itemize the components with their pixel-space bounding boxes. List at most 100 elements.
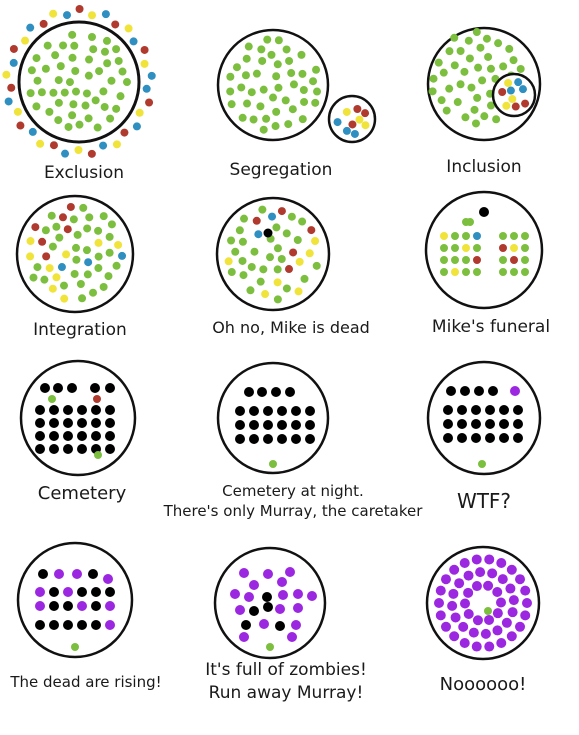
purple-dot — [520, 585, 531, 596]
purple-dot — [434, 598, 444, 608]
black-dot — [35, 405, 45, 415]
purple-dot — [235, 605, 245, 615]
yellow-dot — [36, 139, 45, 148]
blue-dot — [57, 263, 66, 272]
black-dot — [257, 387, 267, 397]
yellow-dot — [140, 59, 149, 68]
black-dot — [275, 621, 285, 631]
green-dot — [259, 265, 268, 274]
red-dot — [87, 149, 96, 158]
green-dot — [89, 288, 98, 297]
circle-boundary — [215, 196, 331, 312]
black-dot — [77, 444, 87, 454]
green-dot — [32, 102, 41, 111]
black-dot — [513, 405, 523, 415]
black-dot — [63, 444, 73, 454]
black-dot — [471, 419, 481, 429]
purple-dot — [287, 632, 297, 642]
caption-line: There's only Murray, the caretaker — [163, 502, 423, 521]
black-dot — [63, 601, 73, 611]
green-dot — [64, 122, 73, 131]
purple-dot — [293, 603, 303, 613]
caption-line: The dead are rising! — [10, 673, 162, 691]
purple-dot — [460, 598, 471, 609]
circle-boundary — [327, 94, 377, 144]
blue-dot — [63, 11, 72, 20]
green-dot — [99, 282, 108, 291]
green-dot — [83, 224, 92, 233]
purple-dot — [293, 589, 303, 599]
yellow-dot — [88, 11, 97, 20]
green-dot — [451, 244, 459, 252]
caption-line: Mike's funeral — [431, 317, 551, 337]
purple-dot — [508, 595, 519, 606]
black-dot — [285, 387, 295, 397]
green-dot — [107, 76, 116, 85]
green-dot — [76, 279, 85, 288]
purple-dot — [435, 585, 446, 596]
green-dot — [451, 256, 459, 264]
red-dot — [353, 105, 362, 114]
green-dot — [461, 113, 470, 122]
green-dot — [272, 223, 281, 232]
black-dot — [277, 434, 287, 444]
green-dot — [41, 64, 50, 73]
green-dot — [227, 100, 236, 109]
yellow-dot — [112, 140, 121, 149]
yellow-dot — [224, 257, 233, 266]
black-dot — [235, 420, 245, 430]
red-dot — [285, 265, 294, 274]
green-dot — [227, 268, 236, 277]
purple-dot — [471, 581, 482, 592]
green-dot — [263, 35, 272, 44]
yellow-dot — [60, 294, 69, 303]
black-dot — [471, 433, 481, 443]
green-dot — [237, 83, 246, 92]
green-dot — [516, 64, 525, 73]
green-dot — [274, 36, 283, 45]
green-dot — [45, 107, 54, 116]
green-dot — [428, 87, 437, 96]
green-dot — [509, 56, 518, 65]
green-dot — [94, 451, 102, 459]
blue-dot — [99, 141, 108, 150]
black-dot — [35, 620, 45, 630]
green-dot — [460, 67, 469, 76]
red-dot — [16, 121, 25, 130]
green-dot — [462, 232, 470, 240]
green-dot — [272, 107, 281, 116]
green-dot — [85, 55, 94, 64]
blue-dot — [514, 78, 523, 87]
green-dot — [104, 272, 113, 281]
purple-dot — [463, 587, 474, 598]
green-dot — [287, 69, 296, 78]
green-dot — [94, 226, 103, 235]
green-dot — [465, 54, 474, 63]
black-dot — [49, 431, 59, 441]
black-dot — [457, 405, 467, 415]
blue-dot — [28, 127, 37, 136]
red-dot — [66, 202, 75, 211]
green-dot — [246, 286, 255, 295]
yellow-dot — [311, 237, 320, 246]
black-dot — [91, 418, 101, 428]
green-dot — [100, 102, 109, 111]
green-dot — [273, 244, 282, 253]
green-dot — [43, 41, 52, 50]
purple-dot — [492, 625, 503, 636]
purple-dot — [520, 610, 531, 621]
yellow-dot — [26, 237, 35, 246]
caption-segregation: Segregation — [230, 159, 333, 182]
black-dot — [277, 420, 287, 430]
black-dot — [67, 383, 77, 393]
green-dot — [293, 235, 302, 244]
green-dot — [510, 268, 518, 276]
green-dot — [33, 76, 42, 85]
green-dot — [100, 47, 109, 56]
green-dot — [235, 226, 244, 235]
black-dot — [244, 387, 254, 397]
green-dot — [231, 247, 240, 256]
green-dot — [54, 76, 63, 85]
black-dot — [77, 431, 87, 441]
